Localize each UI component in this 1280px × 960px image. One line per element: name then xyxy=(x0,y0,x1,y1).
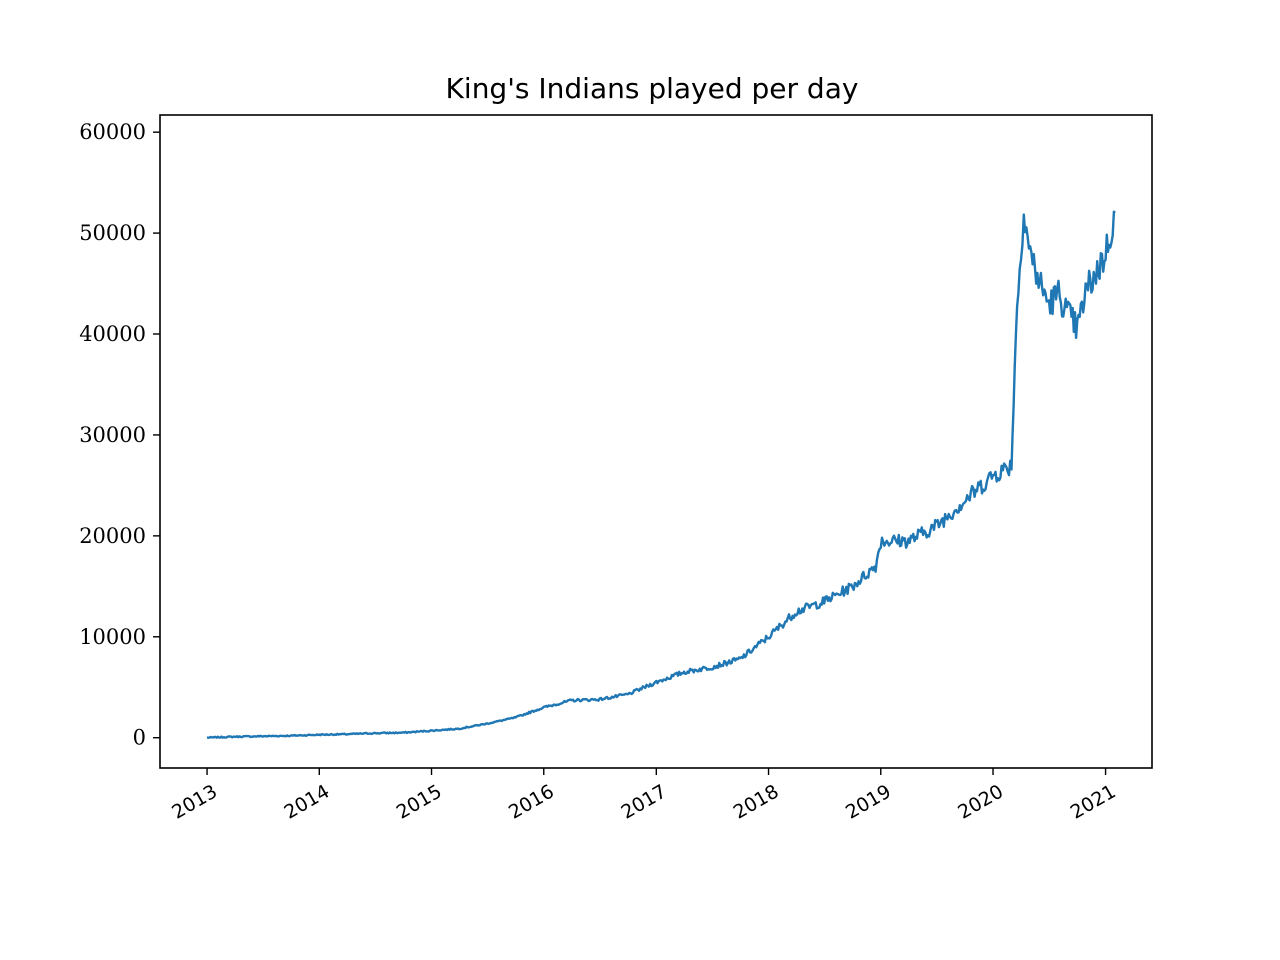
chart-title: King's Indians played per day xyxy=(446,72,859,105)
x-tick-label: 2019 xyxy=(842,780,895,823)
x-tick-label: 2015 xyxy=(393,780,446,823)
series-line xyxy=(206,210,1116,739)
y-tick-label: 10000 xyxy=(79,625,146,649)
x-tick-label: 2018 xyxy=(730,780,783,823)
y-tick-label: 40000 xyxy=(79,322,146,346)
x-axis: 2013 2014 2015 2016 2017 2018 2019 2020 2021 xyxy=(168,768,1120,824)
x-tick-label: 2017 xyxy=(618,780,671,823)
plot-frame xyxy=(159,114,1153,769)
x-tick-label: 2021 xyxy=(1067,780,1120,823)
series-layer xyxy=(206,210,1116,739)
x-tick-label: 2013 xyxy=(168,780,221,823)
x-tick-label: 2014 xyxy=(281,780,334,823)
y-tick-label: 30000 xyxy=(79,423,146,447)
y-axis: 0 10000 20000 30000 40000 50000 60000 xyxy=(79,120,160,750)
y-tick-label: 20000 xyxy=(79,524,146,548)
y-tick-label: 60000 xyxy=(79,120,146,144)
y-tick-label: 0 xyxy=(133,726,146,750)
y-tick-label: 50000 xyxy=(79,221,146,245)
x-tick-label: 2020 xyxy=(954,780,1007,823)
x-tick-label: 2016 xyxy=(505,780,558,823)
